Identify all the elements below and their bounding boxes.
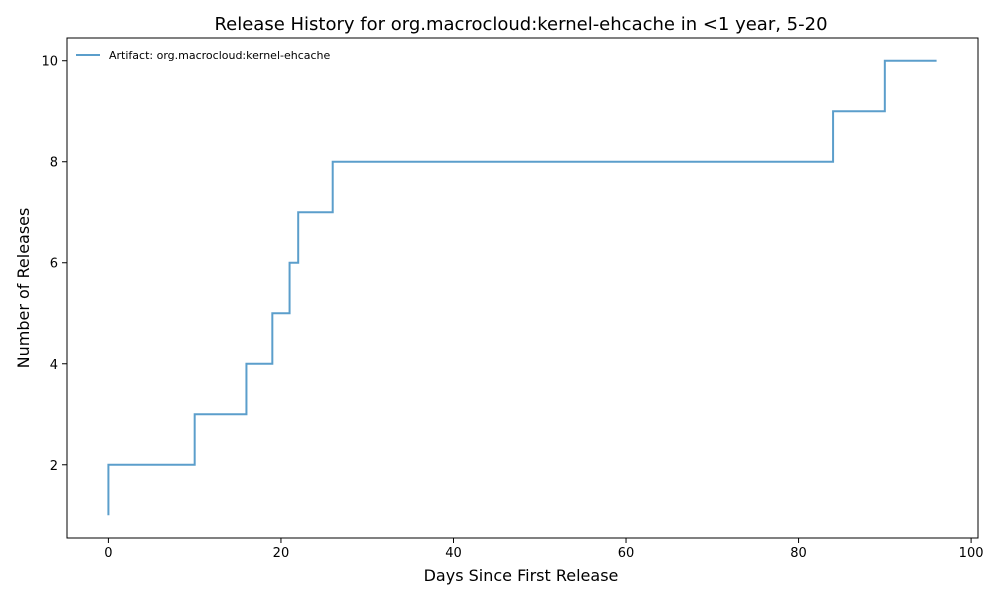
x-tick-label: 100 [959, 546, 984, 561]
y-tick-label: 2 [50, 459, 58, 474]
series-line-0 [107, 59, 937, 516]
y-tick-label: 8 [50, 156, 58, 171]
plot-area: 0 20 40 60 80 100 2 4 6 8 10 [41, 37, 984, 561]
x-tick-label: 80 [790, 546, 807, 561]
y-tick-label: 6 [50, 257, 58, 272]
x-tick-label: 40 [445, 546, 462, 561]
x-tick-label: 60 [618, 546, 635, 561]
y-axis-label: Number of Releases [14, 208, 33, 369]
axes-frame [66, 37, 979, 539]
y-tick-label: 10 [41, 55, 58, 70]
chart-title: Release History for org.macrocloud:kerne… [214, 14, 827, 35]
legend: Artifact: org.macrocloud:kernel-ehcache [76, 49, 331, 62]
x-tick-label: 0 [104, 546, 112, 561]
x-axis-label: Days Since First Release [424, 566, 619, 585]
x-tick-label: 20 [273, 546, 290, 561]
y-tick-label: 4 [50, 358, 58, 373]
legend-label: Artifact: org.macrocloud:kernel-ehcache [109, 49, 331, 62]
